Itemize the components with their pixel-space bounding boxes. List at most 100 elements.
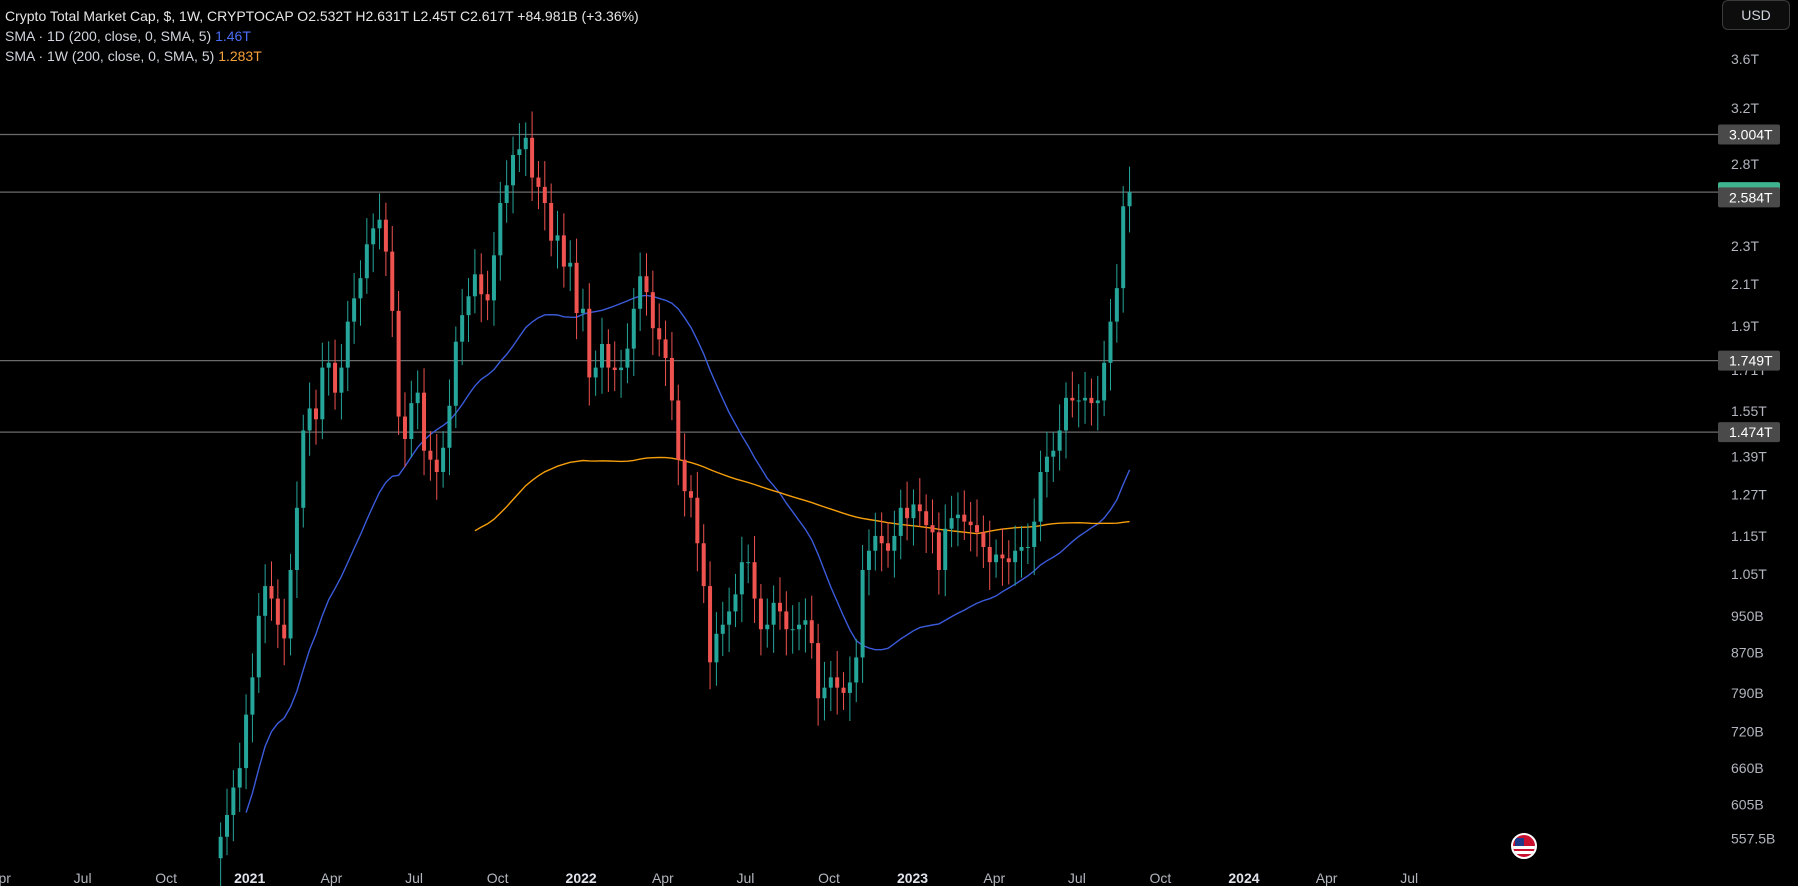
candle-body [580,308,585,314]
time-axis-label: Oct [155,870,177,886]
candle-body [263,586,268,616]
price-axis-label: 1.27T [1731,486,1767,502]
candle-body [320,367,325,420]
candle-body [472,274,477,297]
candle-body [250,677,255,715]
horizontal-lines [0,133,1718,433]
candle-body [485,294,490,301]
price-axis-label: 3.2T [1731,100,1759,116]
candle-body [860,570,865,658]
candle-body [803,620,808,625]
candle-body [695,497,700,544]
candle-body [917,504,922,512]
currency-button[interactable]: USD [1722,0,1790,30]
candle-body [828,677,833,688]
candle-body [644,276,649,293]
time-axis-label: Oct [818,870,840,886]
candle-body [536,177,541,187]
candle-body [1000,554,1005,559]
moving-averages [245,294,1131,813]
price-axis-label: 605B [1731,796,1764,812]
candle-body [396,310,401,417]
candle-body [777,602,782,612]
candle-body [269,586,274,599]
time-axis-label: 2022 [566,870,597,886]
price-tag-label: 3.004T [1729,126,1773,142]
candle-body [517,149,522,156]
candle-body [739,562,744,595]
time-axis-label: Jul [405,870,423,886]
candle-body [606,343,611,368]
candle-body [924,511,929,526]
candle-body [975,525,980,533]
candle-body [568,262,573,267]
candle-body [708,586,713,663]
sma-1d-label: SMA · 1D (200, close, 0, SMA, 5) [5,28,212,44]
candle-body [256,615,261,678]
candle-body [612,367,617,371]
candle-body [1063,397,1068,431]
us-flag-icon[interactable] [1511,833,1537,859]
candle-body [866,550,871,571]
candle-body [479,274,484,295]
candle-body [1083,397,1088,401]
candle-body [491,255,496,301]
price-axis-label: 1.55T [1731,403,1767,419]
candle-body [352,298,357,322]
candle-body [968,521,973,526]
candle-body [1019,546,1024,551]
candle-body [752,562,757,599]
time-axis-label: Jul [1068,870,1086,886]
candle-body [784,611,789,630]
price-axis-label: 660B [1731,760,1764,776]
candle-body [1108,321,1113,363]
price-axis-label: 2.1T [1731,276,1759,292]
candle-body [720,624,725,634]
candle-body [854,657,859,683]
symbol-info[interactable]: Crypto Total Market Cap, $, 1W, CRYPTOCA… [5,8,639,24]
sma-1d-legend[interactable]: SMA · 1D (200, close, 0, SMA, 5) 1.46T [5,26,639,46]
sma-1d-line [245,294,1131,813]
candle-body [441,447,446,472]
candle-body [511,155,516,186]
time-axis-label: Jul [737,870,755,886]
candle-body [1051,450,1056,457]
candle-body [650,292,655,329]
candle-body [244,714,249,769]
candle-body [504,185,509,203]
candle-body [994,554,999,563]
candle-body [498,202,503,256]
candle-body [218,836,223,859]
time-axis-label: Oct [487,870,509,886]
price-axis: 3.6T3.2T2.8T2.3T2.1T1.9T1.71T1.55T1.39T1… [1731,51,1775,847]
candle-body [1025,546,1030,548]
candle-body [345,321,350,368]
candle-body [930,525,935,533]
candle-body [402,416,407,440]
price-axis-label: 720B [1731,724,1764,740]
time-axis-label: Apr [652,870,674,886]
candle-body [542,186,547,203]
candle-body [237,768,242,788]
time-axis-label: Jul [74,870,92,886]
candle-body [1032,521,1037,547]
candle-body [688,491,693,498]
time-axis-label: Apr [0,870,11,886]
price-tag-box [1718,124,1780,145]
candle-body [371,228,376,245]
candle-body [428,450,433,460]
candle-body [1044,456,1049,472]
candle-body [275,598,280,625]
candle-body [282,624,287,639]
sma-1w-legend[interactable]: SMA · 1W (200, close, 0, SMA, 5) 1.283T [5,46,639,66]
price-tag-label: 1.749T [1729,353,1773,369]
candle-body [434,459,439,472]
candle-body [676,400,681,460]
candle-body [955,514,960,519]
candle-body [326,362,331,368]
candle-body [453,341,458,406]
candle-body [1114,288,1119,322]
candle-body [619,367,624,371]
